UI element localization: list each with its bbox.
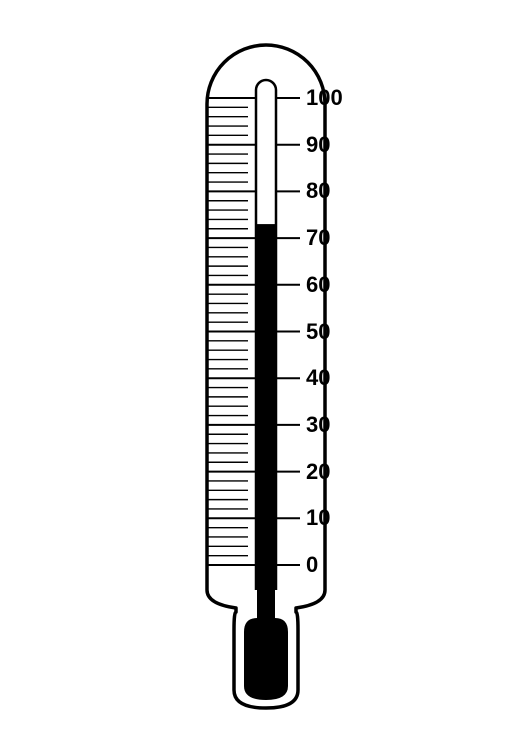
thermometer-svg [0, 0, 531, 750]
scale-label: 0 [306, 552, 318, 578]
scale-label: 20 [306, 459, 330, 485]
thermometer-diagram: 1009080706050403020100 [0, 0, 531, 750]
scale-label: 100 [306, 85, 343, 111]
scale-label: 80 [306, 178, 330, 204]
scale-label: 10 [306, 505, 330, 531]
scale-label: 70 [306, 225, 330, 251]
scale-label: 40 [306, 365, 330, 391]
mercury-column [257, 224, 275, 598]
scale-label: 60 [306, 272, 330, 298]
scale-label: 30 [306, 412, 330, 438]
scale-label: 50 [306, 319, 330, 345]
scale-label: 90 [306, 132, 330, 158]
